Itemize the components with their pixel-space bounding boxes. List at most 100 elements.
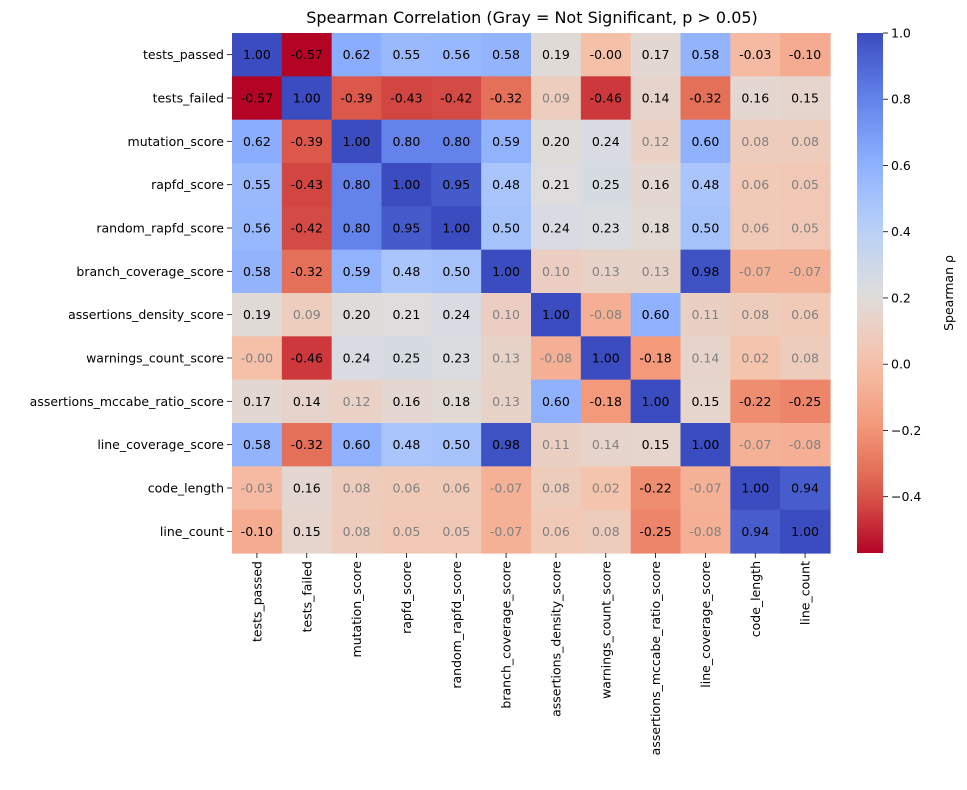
cell-value-label: -0.42: [291, 221, 323, 236]
heatmap-cell: [281, 163, 333, 207]
heatmap-cell: [580, 163, 632, 207]
cell-value-label: 0.06: [392, 481, 420, 496]
row-label: random_rapfd_score: [96, 221, 224, 236]
colorbar-tick-label: 0.8: [891, 92, 911, 107]
colorbar-tick-label: 0.6: [891, 158, 911, 173]
cell-value-label: 0.08: [592, 524, 620, 539]
cell-value-label: -0.18: [639, 351, 671, 366]
colorbar-tick-label: −0.2: [891, 423, 921, 438]
colorbar-tick-label: 1.0: [891, 26, 911, 41]
heatmap-cell: [780, 163, 831, 207]
heatmap-cell: [232, 336, 283, 381]
heatmap-cell: [281, 336, 333, 381]
heatmap-cell: [331, 206, 383, 251]
column-labels: tests_passed tests_failed mutation_score ra…: [249, 553, 813, 755]
heatmap-cell: [531, 163, 582, 207]
heatmap-cell: [481, 33, 532, 77]
row-label: rapfd_score: [151, 177, 224, 192]
heatmap-cell: [730, 336, 781, 381]
heatmap-cell: [580, 293, 632, 337]
heatmap-cell: [481, 336, 532, 381]
heatmap-cell: [331, 33, 383, 77]
cell-value-label: 0.24: [542, 221, 570, 236]
cell-value-label: 0.08: [791, 134, 819, 149]
cell-value-label: 0.94: [791, 481, 819, 496]
heatmap-cell: [730, 509, 781, 554]
heatmap-cell: [232, 509, 283, 554]
heatmap-cell: [381, 76, 432, 121]
heatmap-cell: [780, 293, 831, 337]
cell-value-label: 0.25: [392, 351, 420, 366]
cell-value-label: 0.58: [492, 47, 520, 62]
cell-value-label: 0.50: [492, 221, 520, 236]
cell-value-label: 0.02: [592, 481, 620, 496]
cell-value-label: 0.02: [741, 351, 769, 366]
cell-value-label: 0.12: [343, 394, 371, 409]
heatmap-cell: [331, 466, 383, 511]
cell-value-label: 0.17: [243, 394, 271, 409]
heatmap-cell: [730, 76, 781, 121]
cell-value-label: 0.23: [442, 351, 470, 366]
heatmap-cell: [780, 466, 831, 511]
cell-value-label: 0.94: [741, 524, 769, 539]
cell-value-label: 0.48: [691, 177, 719, 192]
row-label: assertions_density_score: [68, 307, 224, 322]
heatmap-cell: [531, 423, 582, 467]
cell-value-label: 0.10: [492, 307, 520, 322]
heatmap-cell: [232, 423, 283, 467]
heatmap-cell: [381, 33, 432, 77]
heatmap-cell: [431, 379, 482, 424]
colorbar-tick-label: 0.0: [891, 357, 911, 372]
cell-value-label: 0.62: [243, 134, 271, 149]
heatmap-cell: [680, 293, 731, 337]
cell-value-label: 0.16: [392, 394, 420, 409]
cell-value-label: 0.15: [791, 91, 819, 106]
cell-value-label: 0.13: [642, 264, 670, 279]
heatmap-cell: [331, 379, 383, 424]
cell-value-label: -0.43: [390, 91, 422, 106]
heatmap-cell: [730, 466, 781, 511]
heatmap-cell: [281, 509, 333, 554]
heatmap-cell: [730, 206, 781, 251]
cell-value-label: 0.09: [542, 91, 570, 106]
cell-value-label: 0.56: [442, 47, 470, 62]
heatmap-cell: [580, 206, 632, 251]
heatmap-cell: [680, 206, 731, 251]
heatmap-cell: [281, 76, 333, 121]
heatmap-cell: [630, 293, 682, 337]
row-label: warnings_count_score: [86, 351, 224, 366]
column-label: warnings_count_score: [598, 561, 613, 699]
cell-value-label: 0.50: [691, 221, 719, 236]
heatmap-cell: [580, 76, 632, 121]
heatmap-cell: [780, 423, 831, 467]
heatmap-cell: [331, 249, 383, 294]
heatmap-cell: [431, 163, 482, 207]
heatmap-cell: [730, 163, 781, 207]
heatmap-cell: [780, 33, 831, 77]
cell-value-label: 1.00: [243, 47, 271, 62]
heatmap-cell: [780, 249, 831, 294]
cell-value-label: 0.18: [642, 221, 670, 236]
cell-value-label: -0.07: [739, 264, 771, 279]
chart-title: Spearman Correlation (Gray = Not Signifi…: [306, 8, 758, 27]
colorbar: [857, 33, 883, 553]
cell-value-label: 0.59: [343, 264, 371, 279]
cell-value-label: -0.43: [291, 177, 323, 192]
cell-value-label: -0.32: [490, 91, 522, 106]
heatmap-cell: [780, 509, 831, 554]
cell-value-label: -0.08: [689, 524, 721, 539]
heatmap-cell: [331, 509, 383, 554]
cell-value-label: 1.00: [293, 91, 321, 106]
heatmap-cell: [580, 336, 632, 381]
cell-value-label: -0.22: [739, 394, 771, 409]
heatmap-cell: [481, 293, 532, 337]
heatmap-cell: [381, 466, 432, 511]
heatmap-cell: [232, 293, 283, 337]
column-label: tests_passed: [249, 561, 264, 642]
heatmap-cell: [232, 33, 283, 77]
column-label: line_count: [798, 561, 813, 625]
heatmap-cell: [780, 379, 831, 424]
heatmap-cell: [281, 423, 333, 467]
heatmap-cell: [630, 379, 682, 424]
